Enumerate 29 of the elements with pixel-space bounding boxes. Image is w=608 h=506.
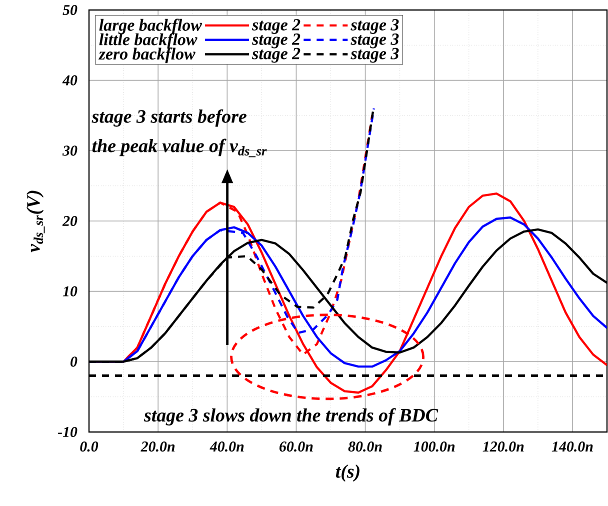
y-tick-label: 0 [70,356,78,367]
annotation: large backflow [99,18,202,34]
x-tick-label: 100.0n [414,442,455,452]
y-tick-label: 40 [62,75,78,86]
x-tick-label: 60.0n [279,442,313,452]
x-tick-label: 80.0n [348,442,382,452]
annotation: zero backflow [98,48,196,64]
legend-label: stage 3 [350,48,399,63]
y-tick-label: 50 [62,4,78,16]
y-tick-label: 20 [62,216,78,226]
legend-label: stage 3 [350,34,399,48]
y-axis-title: v$_{ds_sr}$(V) [26,190,45,252]
annotation: stage 3 slows down the trends of BDC [144,408,438,426]
x-tick-label: 20.0n [140,442,175,452]
x-axis-title: t(s) [336,464,360,482]
x-tick-label: 120.0n [482,442,524,452]
legend-label: stage 2 [252,48,300,63]
y-tick-label: 30 [62,146,78,156]
annotation: little backflow [99,33,198,49]
x-tick-label: 140.0n [552,442,593,452]
y-tick-label: 10 [62,286,78,296]
annotation: stage 3 starts before [92,109,246,127]
legend-label: stage 2 [252,34,300,48]
x-tick-label: 0.0 [80,442,98,452]
y-tick-label: -10 [58,426,78,438]
legend-label: stage 2 [252,19,300,34]
legend-label: stage 3 [350,19,399,34]
annotation: the peak value of v$_{ds_sr}$ [92,138,267,158]
x-tick-label: 40.0n [210,442,244,452]
